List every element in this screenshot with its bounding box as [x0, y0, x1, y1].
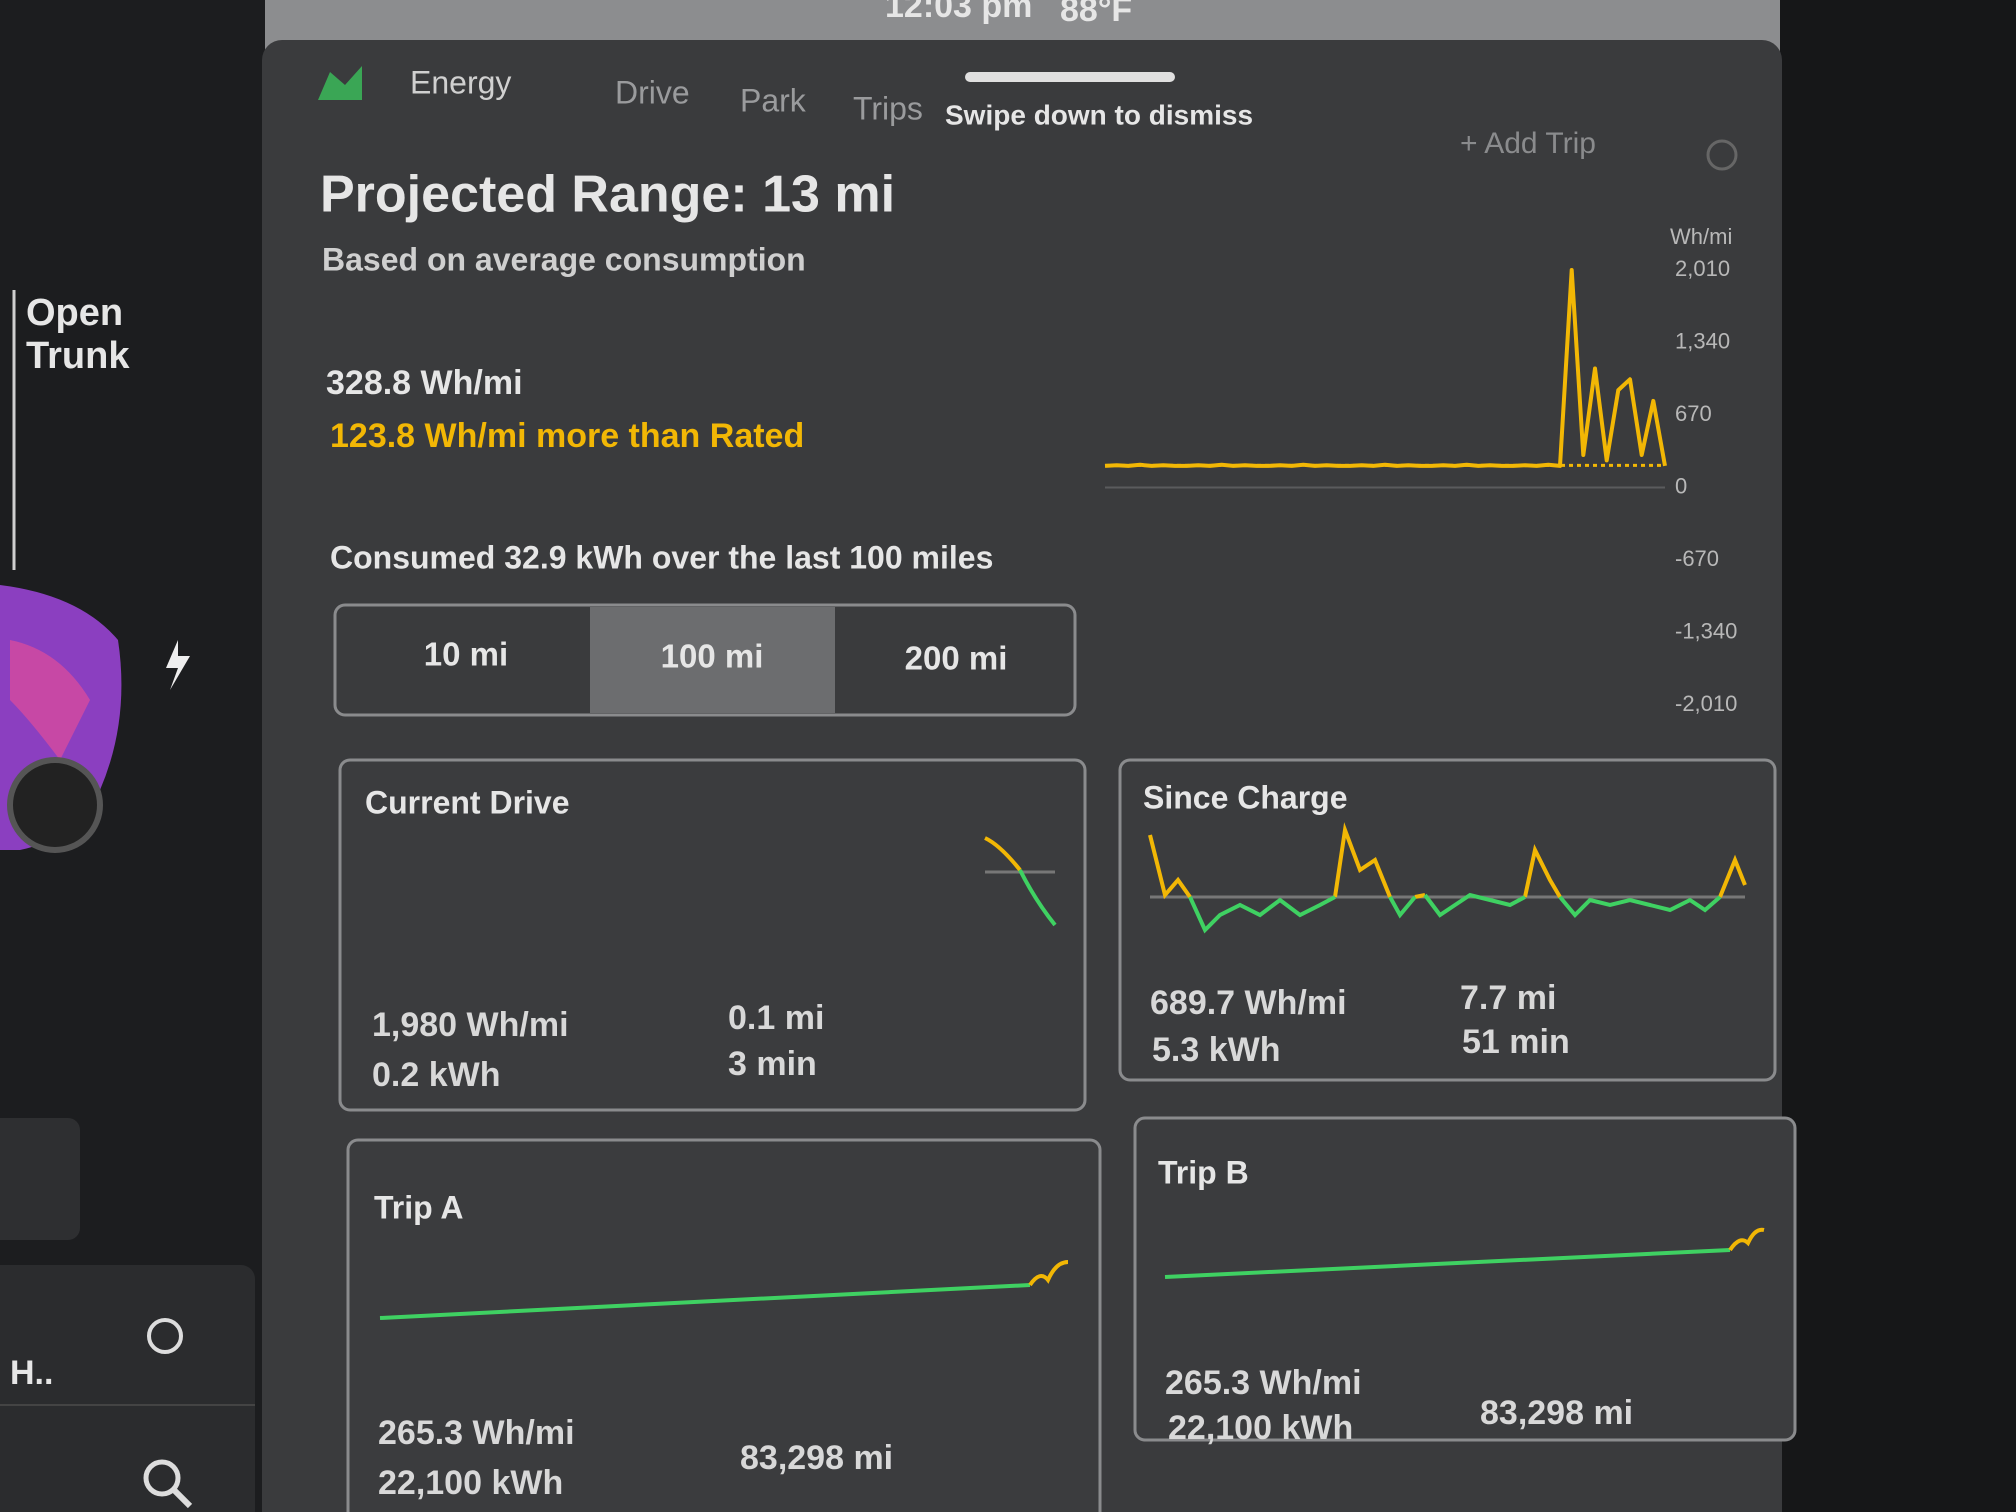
sparkline: [1164, 1248, 1731, 1279]
card[interactable]: [346, 1138, 1102, 1512]
card-energy: 0.2 kWh: [372, 1056, 500, 1094]
range-selected: [590, 607, 835, 713]
card[interactable]: [338, 758, 1087, 1112]
range-subtitle: Based on average consumption: [322, 241, 806, 277]
card[interactable]: [1118, 758, 1777, 1082]
card-title: Current Drive: [365, 784, 570, 820]
range-option[interactable]: 200 mi: [905, 640, 1008, 677]
sparkline: [1188, 892, 1722, 934]
sidebar-button[interactable]: [0, 1118, 80, 1240]
card-title: Trip A: [374, 1189, 463, 1225]
sparkline: [379, 1283, 1031, 1320]
range-option[interactable]: 100 mi: [661, 638, 764, 675]
card-energy: 5.3 kWh: [1152, 1031, 1280, 1069]
consumed-summary: Consumed 32.9 kWh over the last 100 mile…: [330, 539, 993, 575]
card-efficiency: 265.3 Wh/mi: [1165, 1364, 1362, 1402]
tab[interactable]: Drive: [615, 74, 690, 110]
card-distance: 83,298 mi: [1480, 1394, 1633, 1432]
card-energy: 22,100 kWh: [378, 1464, 563, 1502]
sidebar-panel: [0, 1265, 255, 1512]
driver-label[interactable]: H..: [10, 1354, 53, 1392]
y-tick-label: 2,010: [1675, 256, 1730, 281]
sparkline: [1728, 1227, 1765, 1252]
range-title: Projected Range: 13 mi: [320, 166, 895, 224]
card-distance: 83,298 mi: [740, 1439, 893, 1477]
tab[interactable]: Energy: [410, 64, 511, 100]
dismiss-hint: Swipe down to dismiss: [945, 99, 1253, 130]
card-energy: 22,100 kWh: [1168, 1409, 1353, 1447]
temperature: 88°F: [1060, 0, 1132, 29]
y-axis-label: Wh/mi: [1670, 224, 1732, 249]
sparkline: [984, 836, 1022, 872]
card-efficiency: 1,980 Wh/mi: [372, 1006, 569, 1044]
time: 12:03 pm: [885, 0, 1032, 25]
charge-icon[interactable]: [166, 640, 190, 690]
y-tick-label: 0: [1675, 473, 1687, 498]
trunk-label[interactable]: Open: [26, 292, 123, 334]
card-title: Trip B: [1158, 1154, 1249, 1190]
consumption-line: [1104, 268, 1667, 468]
y-tick-label: -1,340: [1675, 618, 1737, 643]
card[interactable]: [1133, 1116, 1797, 1442]
search-icon-handle: [171, 1487, 193, 1509]
y-tick-label: 670: [1675, 401, 1712, 426]
sparkline: [1148, 822, 1747, 900]
average-consumption: 328.8 Wh/mi: [326, 364, 523, 402]
card-time: 3 min: [728, 1045, 817, 1083]
drag-handle[interactable]: [965, 72, 1175, 82]
tab[interactable]: Trips: [853, 90, 923, 126]
car-wheel: [7, 757, 103, 853]
card-time: 51 min: [1462, 1023, 1570, 1061]
add-trip[interactable]: + Add Trip: [1460, 127, 1596, 160]
range-option[interactable]: 10 mi: [424, 636, 508, 673]
card-efficiency: 265.3 Wh/mi: [378, 1414, 575, 1452]
sparkline: [1028, 1260, 1069, 1287]
y-tick-label: -2,010: [1675, 691, 1737, 716]
y-tick-label: -670: [1675, 546, 1719, 571]
search-icon[interactable]: [143, 1459, 181, 1497]
info-icon[interactable]: [1706, 139, 1738, 171]
card-efficiency: 689.7 Wh/mi: [1150, 984, 1347, 1022]
tab[interactable]: Park: [740, 82, 807, 118]
sparkline: [1018, 869, 1057, 927]
card-distance: 7.7 mi: [1460, 979, 1556, 1017]
card-distance: 0.1 mi: [728, 999, 824, 1037]
hd-icon[interactable]: [147, 1318, 183, 1354]
card-title: Since Charge: [1143, 779, 1348, 815]
y-tick-label: 1,340: [1675, 328, 1730, 353]
energy-icon: [318, 66, 362, 100]
trunk-label[interactable]: Trunk: [26, 335, 130, 377]
car-wrap: [10, 640, 90, 760]
rated-difference: 123.8 Wh/mi more than Rated: [330, 417, 804, 455]
